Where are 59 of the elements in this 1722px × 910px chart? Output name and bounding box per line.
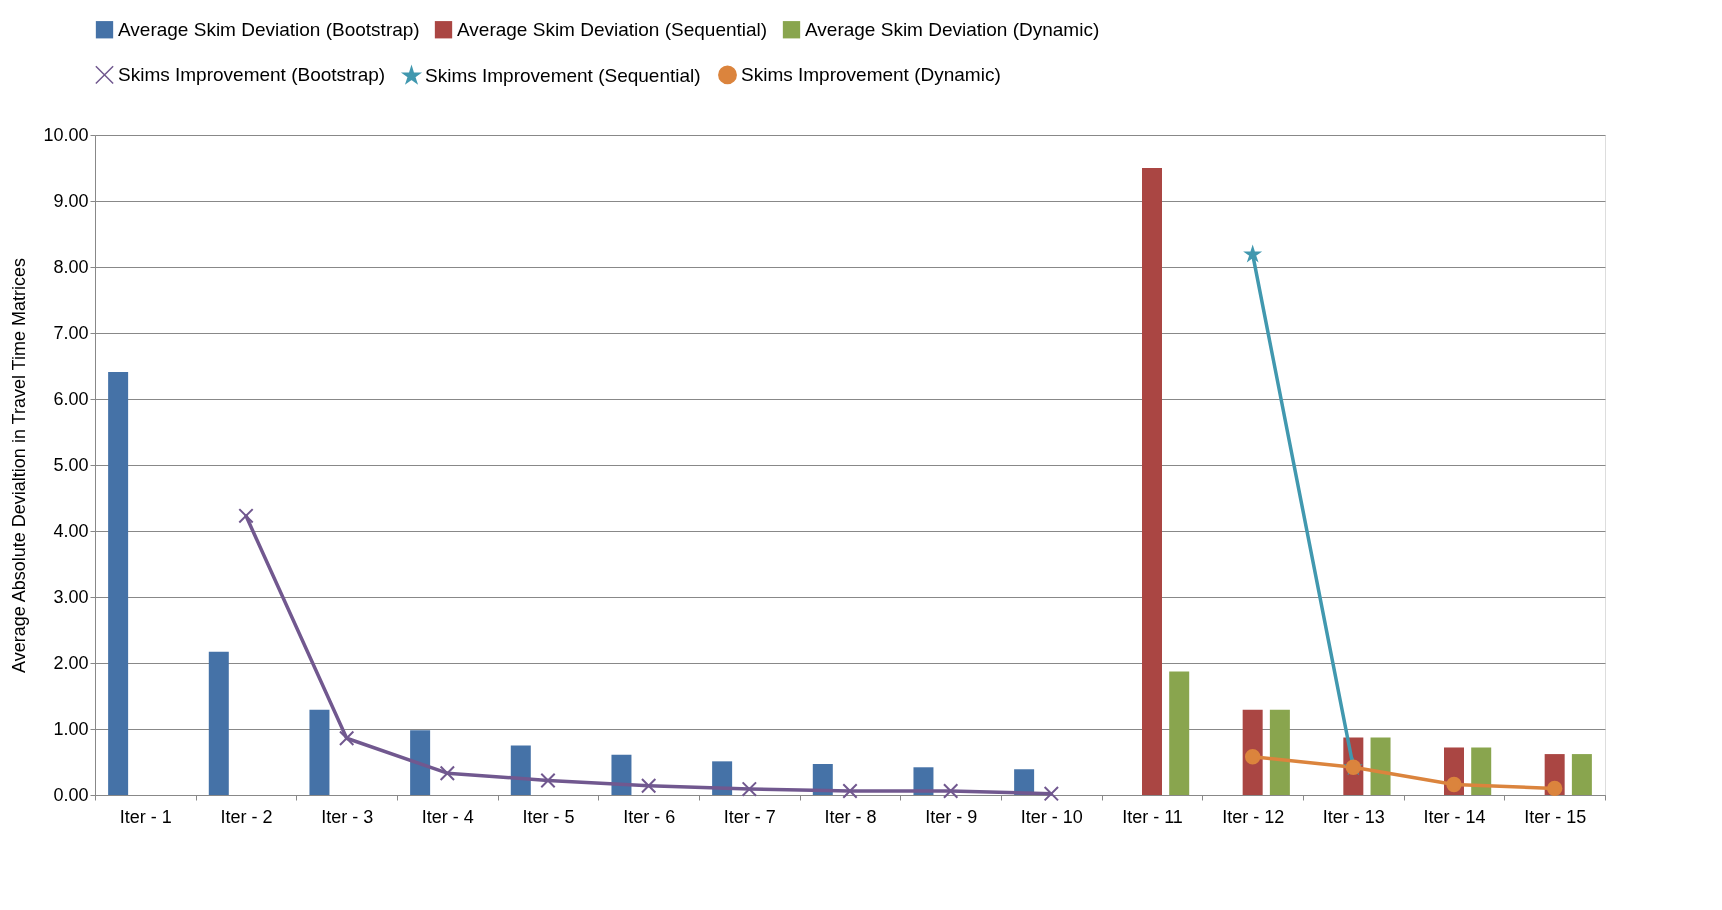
bar [1571,754,1592,795]
x-tick-label: Iter - 8 [824,806,877,827]
point [1244,749,1261,765]
y-tick-label: 5.00 [53,454,89,475]
y-tick-label: 1.00 [53,718,89,739]
point [439,765,456,781]
x-tick-label: Iter - 7 [723,806,776,827]
bar [1169,671,1190,795]
y-tick-label: 9.00 [53,190,89,211]
x-tick-label: Iter - 13 [1322,806,1385,827]
x-tick-label: Iter - 11 [1122,806,1183,827]
y-tick-label: 7.00 [53,322,89,343]
x-tick-label: Iter - 5 [522,806,575,827]
point [741,781,758,797]
bar [309,709,330,795]
point [640,778,657,794]
point [1243,244,1262,263]
bar [108,371,129,795]
x-tick-label: Iter - 2 [220,806,273,827]
bar [1142,168,1162,795]
point [942,783,959,799]
y-tick-label: 0.00 [53,784,89,805]
x-tick-label: Iter - 1 [119,806,172,827]
x-tick-label: Iter - 4 [421,806,474,827]
legend-label: Skims Improvement (Bootstrap) [118,63,386,85]
y-tick-label: 8.00 [53,256,89,277]
legend-label: Skims Improvement (Dynamic) [741,63,1001,85]
y-tick-label: 10.00 [43,124,89,145]
point [238,508,254,524]
x-tick-label: Iter - 12 [1222,806,1285,827]
point [1546,780,1563,797]
bar [812,763,833,795]
point [1446,776,1462,793]
y-axis-title: Average Absolute Devialtion in Travel Time Matrices [9,258,30,673]
bar [510,745,531,795]
point [1043,785,1060,802]
x-tick-label: Iter - 3 [321,806,374,827]
legend-label: Skims Improvement (Sequential) [425,64,701,86]
legend-label: Average Skim Deviation (Dynamic) [805,18,1100,40]
bar [208,651,229,795]
x-tick-label: Iter - 10 [1020,806,1083,827]
y-tick-label: 6.00 [53,388,89,409]
bar [611,754,632,795]
y-tick-label: 4.00 [53,520,89,541]
legend-label: Average Skim Deviation (Sequential) [457,18,768,40]
point [842,783,858,799]
y-tick-label: 3.00 [53,586,89,607]
x-tick-label: Iter - 6 [623,806,676,827]
y-tick-label: 2.00 [53,652,89,673]
point [540,772,556,789]
bar [1471,747,1492,795]
x-tick-label: Iter - 15 [1524,806,1587,827]
bar [410,730,431,795]
bar [1370,737,1391,795]
point [338,730,355,746]
bar [1269,709,1290,795]
x-tick-label: Iter - 14 [1423,806,1486,827]
x-tick-label: Iter - 9 [925,806,978,827]
legend-label: Average Skim Deviation (Bootstrap) [118,18,420,40]
